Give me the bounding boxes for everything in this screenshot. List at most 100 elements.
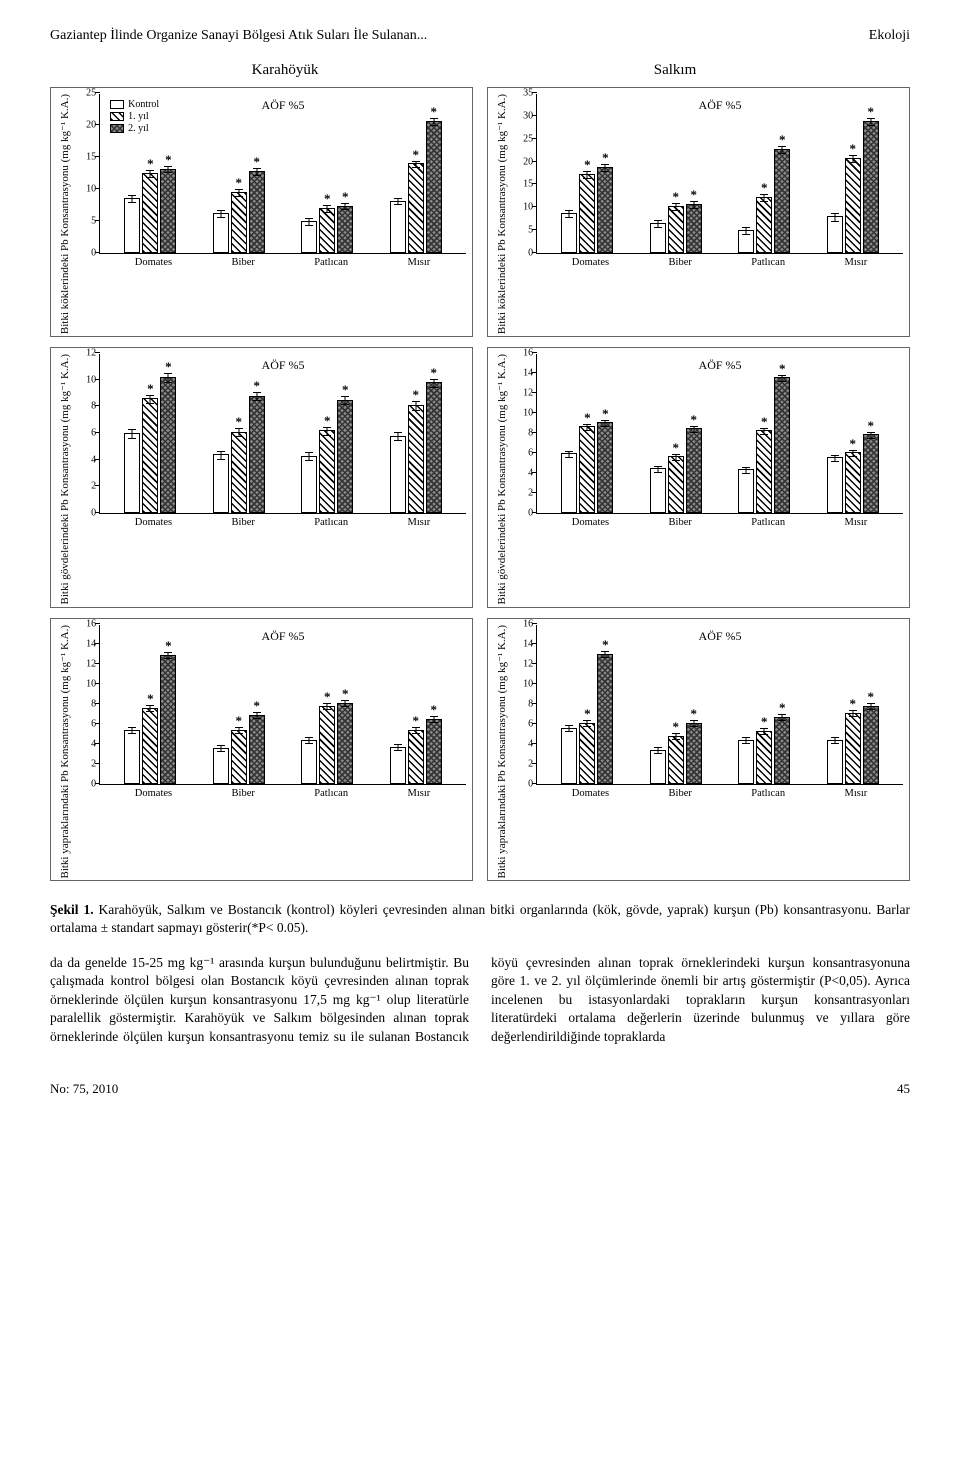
bar: * [579,723,595,784]
x-tick-label: Biber [232,788,255,799]
y-axis-label: Bitki gövdelerindeki Pb Konsantrasyonu (… [494,354,510,604]
significance-star: * [342,382,349,398]
significance-star: * [849,436,856,452]
bar [390,747,406,784]
y-tick-label: 16 [74,618,96,629]
y-tick-label: 16 [511,348,533,359]
x-tick-label: Biber [669,517,692,528]
y-tick-label: 12 [511,658,533,669]
significance-star: * [849,696,856,712]
bar: * [845,158,861,253]
bar: * [774,149,790,253]
bar [561,213,577,253]
bar: * [249,171,265,253]
figure-caption: Şekil 1. Karahöyük, Salkım ve Bostancık … [50,901,910,937]
figure-label: Şekil 1. [50,902,94,917]
x-tick-label: Domates [135,517,172,528]
y-tick-label: 14 [74,638,96,649]
x-tick-label: Patlıcan [314,257,348,268]
bar: * [845,713,861,784]
bar [213,213,229,253]
site-title-left: Karahöyük [90,62,480,79]
bar: * [337,703,353,784]
bar: * [160,655,176,784]
x-tick-label: Mısır [408,517,431,528]
bar: * [756,197,772,253]
bar: * [668,206,684,253]
bar [213,748,229,784]
bar: * [686,204,702,253]
bar-group: ** [827,434,879,513]
bar: * [597,422,613,513]
x-tick-label: Biber [669,257,692,268]
bar-group: ** [561,654,613,784]
bar-group: ** [124,169,176,253]
y-tick-label: 8 [511,698,533,709]
y-tick-label: 8 [74,401,96,412]
bar: * [231,192,247,253]
bar: * [426,382,442,513]
y-tick-label: 20 [511,156,533,167]
bar [827,216,843,253]
bar: * [597,167,613,253]
y-axis-label: Bitki köklerindeki Pb Konsantrasyonu (mg… [494,94,510,334]
x-tick-label: Biber [232,517,255,528]
y-tick-label: 6 [74,428,96,439]
y-tick-label: 14 [511,638,533,649]
significance-star: * [412,387,419,403]
x-tick-label: Patlıcan [314,517,348,528]
y-tick-label: 2 [74,481,96,492]
bar [738,230,754,253]
bar: * [756,731,772,784]
significance-star: * [430,702,437,718]
chart-column-titles: Karahöyük Salkım [90,62,870,79]
footer-left: No: 75, 2010 [50,1081,118,1097]
significance-star: * [236,713,243,729]
y-tick-label: 0 [511,248,533,259]
bar: * [686,428,702,513]
page-footer: No: 75, 2010 45 [50,1081,910,1097]
significance-star: * [584,706,591,722]
y-tick-label: 5 [74,216,96,227]
bar: * [668,736,684,784]
bar: * [579,174,595,253]
significance-star: * [779,700,786,716]
significance-star: * [236,175,243,191]
y-tick-label: 0 [74,778,96,789]
significance-star: * [691,187,698,203]
bar [124,730,140,784]
bar: * [142,173,158,253]
significance-star: * [324,191,331,207]
x-tick-label: Mısır [408,257,431,268]
bar: * [756,430,772,513]
significance-star: * [761,714,768,730]
y-tick-label: 35 [511,88,533,99]
bar-group: ** [650,723,702,784]
significance-star: * [147,381,154,397]
y-tick-label: 12 [74,658,96,669]
significance-star: * [324,689,331,705]
significance-star: * [236,414,243,430]
bar: * [774,717,790,784]
bar: * [597,654,613,784]
y-tick-label: 16 [511,618,533,629]
significance-star: * [602,406,609,422]
bar-group: ** [738,717,790,784]
y-tick-label: 4 [74,454,96,465]
bar-group: ** [301,703,353,784]
x-tick-label: Domates [135,788,172,799]
bar [301,456,317,513]
bar: * [142,398,158,513]
x-tick-label: Mısır [845,517,868,528]
significance-star: * [691,412,698,428]
bar: * [863,434,879,513]
chart-grid: Bitki köklerindeki Pb Konsantrasyonu (mg… [50,87,910,881]
chart-yaprak-salkim: Bitki yapraklarındaki Pb Konsantrasyonu … [487,618,910,882]
bar-group: ** [301,400,353,513]
bar: * [160,377,176,513]
y-axis-label: Bitki gövdelerindeki Pb Konsantrasyonu (… [57,354,73,604]
bar-group: ** [213,396,265,513]
significance-star: * [761,180,768,196]
bar: * [160,169,176,253]
bar: * [319,430,335,513]
